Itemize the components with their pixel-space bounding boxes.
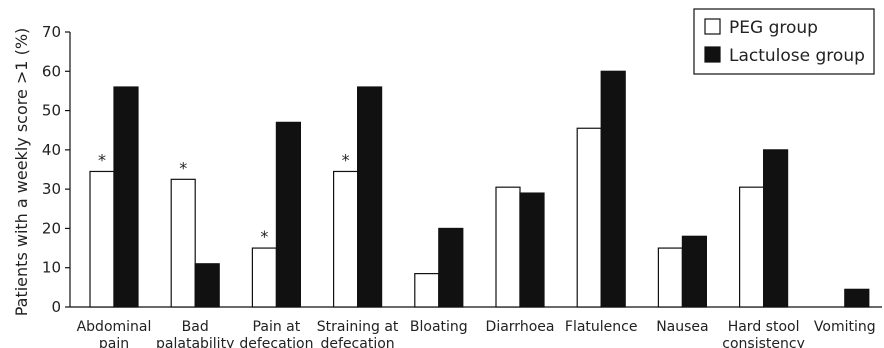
peg-bar: [495, 186, 521, 308]
y-tick-label: 0: [51, 298, 61, 316]
y-ticks: 0 10 20 30 40 50 60 70: [42, 23, 70, 316]
legend-swatch: [704, 46, 721, 63]
lactulose-bar: [357, 86, 383, 308]
x-tick-label: Flatulence: [565, 319, 638, 335]
peg-bar: [657, 247, 684, 308]
peg-bar: [414, 273, 440, 308]
x-tick-label: Nausea: [656, 319, 708, 335]
x-tick-label: Bloating: [410, 319, 468, 335]
significance-star: *: [179, 158, 187, 177]
y-tick-label: 40: [42, 141, 61, 159]
y-tick-label: 70: [42, 23, 61, 41]
x-tick-label: Abdominal: [77, 319, 152, 335]
legend: PEG group Lactulose group: [693, 8, 875, 75]
peg-bar: [251, 247, 277, 308]
peg-bar: [89, 170, 115, 308]
peg-bar: [738, 186, 765, 308]
bars: [89, 70, 870, 308]
significance-star: *: [98, 150, 106, 169]
significance-markers: * * * *: [98, 150, 350, 246]
peg-bar: [576, 127, 602, 308]
lactulose-bar: [519, 192, 545, 308]
legend-label: PEG group: [729, 18, 818, 38]
y-tick-label: 50: [42, 102, 61, 120]
x-tick-label: Pain at: [253, 319, 301, 335]
lactulose-bar: [681, 235, 708, 308]
x-tick-label: consistency: [722, 336, 805, 348]
peg-bar: [333, 170, 359, 308]
y-axis-title: Patients with a weekly score >1 (%): [12, 28, 31, 317]
legend-label: Lactulose group: [729, 46, 865, 66]
lactulose-bar: [844, 288, 870, 308]
x-tick-label: Hard stool: [728, 319, 800, 335]
x-tick-label: Diarrhoea: [486, 319, 555, 335]
lactulose-bar: [113, 86, 139, 308]
lactulose-bar: [194, 263, 220, 308]
x-tick-label: pain: [99, 336, 129, 348]
x-tick-label: Vomiting: [814, 319, 876, 335]
lactulose-bar: [600, 70, 626, 308]
significance-star: *: [260, 227, 268, 246]
lactulose-bar: [275, 121, 301, 308]
x-tick-label: palatability: [156, 336, 234, 348]
x-tick-label: Bad: [182, 319, 209, 335]
x-tick-label: defecation: [239, 336, 313, 348]
significance-star: *: [342, 150, 350, 169]
lactulose-bar: [438, 227, 464, 308]
peg-bar: [170, 178, 196, 308]
x-tick-label: Straining at: [317, 319, 399, 335]
x-tick-label: defecation: [321, 336, 395, 348]
legend-swatch: [704, 18, 721, 35]
y-tick-label: 10: [42, 259, 61, 277]
legend-box: [693, 8, 875, 75]
lactulose-bar: [762, 149, 789, 308]
y-tick-label: 30: [42, 180, 61, 198]
y-tick-label: 60: [42, 62, 61, 80]
y-tick-label: 20: [42, 219, 61, 237]
